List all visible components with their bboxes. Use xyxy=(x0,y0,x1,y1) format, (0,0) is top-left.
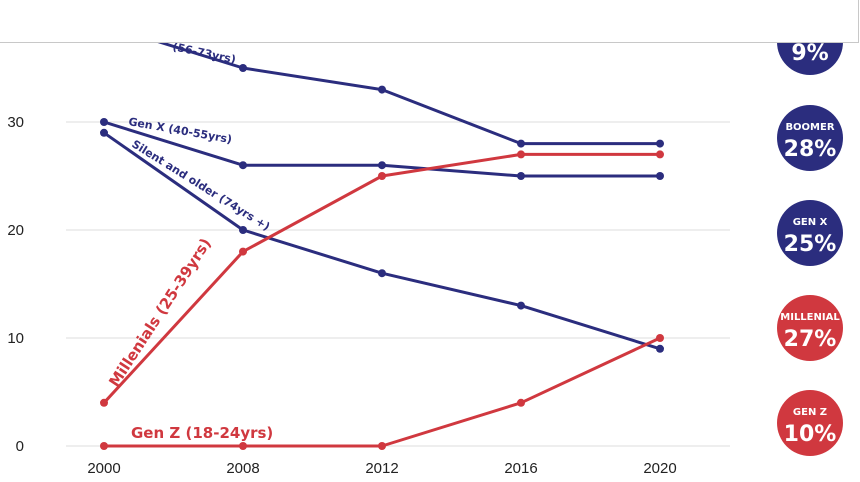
data-point-genx xyxy=(239,161,247,170)
x-axis: 2000 2008 2012 2016 2020 xyxy=(87,460,676,477)
badge-percent: 28% xyxy=(784,137,837,162)
data-point-genz xyxy=(100,442,108,450)
data-point-boomer xyxy=(378,85,386,94)
badge-percent: 25% xyxy=(784,232,837,257)
badge-category: MILLENIAL xyxy=(780,312,840,323)
data-point-millenial xyxy=(239,247,247,256)
data-point-millenial xyxy=(656,150,664,159)
badge-category: BOOMER xyxy=(785,122,834,133)
data-point-silent xyxy=(100,128,108,137)
data-point-genz xyxy=(378,442,386,450)
data-point-silent xyxy=(378,269,386,278)
data-point-genz xyxy=(517,398,525,407)
y-tick-label: 10 xyxy=(7,330,24,347)
x-tick-label: 2000 xyxy=(87,460,120,477)
data-point-genx xyxy=(656,172,664,180)
series-labels: (56-73yrs) Gen X (40-55yrs) Silent and o… xyxy=(105,40,273,442)
badge-percent: 27% xyxy=(784,327,837,352)
data-point-boomer xyxy=(656,139,664,148)
badge-category: GEN Z xyxy=(793,407,827,418)
data-point-silent xyxy=(517,301,525,310)
badge-percent: 10% xyxy=(784,422,837,447)
data-point-millenial xyxy=(517,150,525,159)
badge-circle xyxy=(777,200,843,266)
x-tick-label: 2016 xyxy=(504,460,537,477)
data-point-millenial xyxy=(378,172,386,180)
data-point-silent xyxy=(656,344,664,353)
badge-circle xyxy=(777,105,843,171)
data-point-genx xyxy=(378,161,386,170)
y-tick-label: 20 xyxy=(7,222,24,239)
badge-circle xyxy=(777,390,843,456)
series-label-millenial: Millenials (25-39yrs) xyxy=(105,235,215,390)
badges: 9% BOOMER 28% GEN X 25% MILLENIAL 27% GEN Z 10% xyxy=(777,9,843,456)
badge-circle xyxy=(777,295,843,361)
series-lines xyxy=(98,22,664,450)
x-tick-label: 2020 xyxy=(643,460,676,477)
series-label-genz: Gen Z (18-24yrs) xyxy=(131,424,273,442)
data-point-boomer xyxy=(517,139,525,148)
data-point-silent xyxy=(239,226,247,234)
data-point-genz xyxy=(239,442,247,450)
y-tick-label: 30 xyxy=(7,114,24,131)
data-point-genx xyxy=(100,118,108,126)
series-label-boomer: (56-73yrs) xyxy=(171,40,237,66)
x-tick-label: 2012 xyxy=(365,460,398,477)
badge-percent: 9% xyxy=(791,41,828,66)
y-axis: 0 10 20 30 xyxy=(7,114,24,455)
data-point-boomer xyxy=(239,64,247,72)
x-tick-label: 2008 xyxy=(226,460,259,477)
data-point-genx xyxy=(517,172,525,180)
gridlines xyxy=(66,121,730,447)
data-point-millenial xyxy=(100,398,108,407)
badge-category: GEN X xyxy=(793,217,828,228)
overlay-panel xyxy=(0,0,859,43)
data-point-genz xyxy=(656,334,664,342)
y-tick-label: 0 xyxy=(16,438,24,455)
